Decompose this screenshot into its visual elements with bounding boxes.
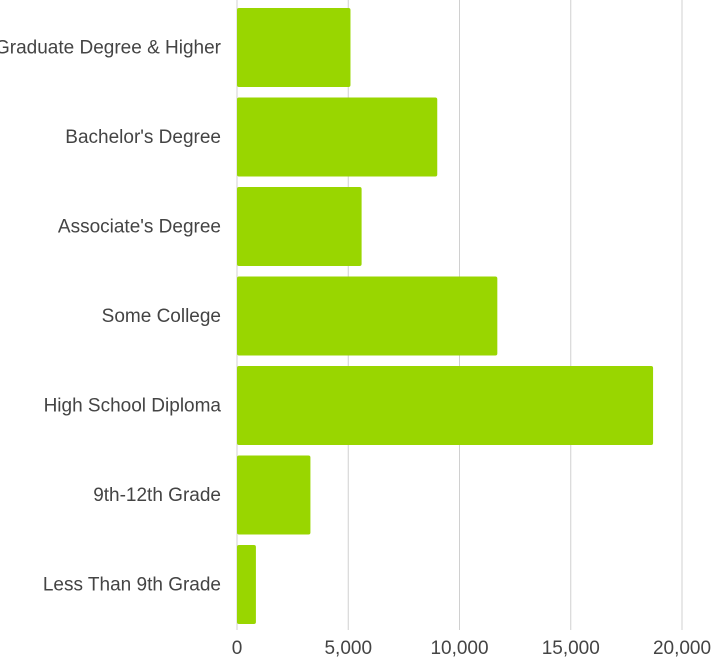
- bar[interactable]: [237, 276, 498, 356]
- bar[interactable]: [237, 187, 362, 266]
- bar[interactable]: [237, 545, 256, 624]
- bar[interactable]: [237, 97, 438, 177]
- bars: [237, 8, 654, 624]
- x-tick-label: 10,000: [430, 638, 488, 659]
- category-label: Associate's Degree: [58, 217, 221, 238]
- x-tick-label: 0: [232, 638, 243, 659]
- x-tick-label: 20,000: [653, 638, 711, 659]
- bar[interactable]: [237, 455, 311, 535]
- bar[interactable]: [237, 8, 351, 87]
- category-label: Less Than 9th Grade: [43, 575, 221, 596]
- x-tick-label: 5,000: [324, 638, 372, 659]
- category-label: Bachelor's Degree: [65, 127, 221, 148]
- category-label: Graduate Degree & Higher: [0, 38, 222, 59]
- x-tick-labels: 0 5,000 10,000 15,000 20,000: [232, 638, 711, 659]
- x-tick-label: 15,000: [542, 638, 600, 659]
- bar[interactable]: [237, 366, 654, 445]
- category-label: 9th-12th Grade: [93, 485, 221, 506]
- category-label: High School Diploma: [44, 396, 222, 417]
- category-labels: Graduate Degree & Higher Bachelor's Degre…: [0, 38, 222, 596]
- category-label: Some College: [102, 306, 221, 327]
